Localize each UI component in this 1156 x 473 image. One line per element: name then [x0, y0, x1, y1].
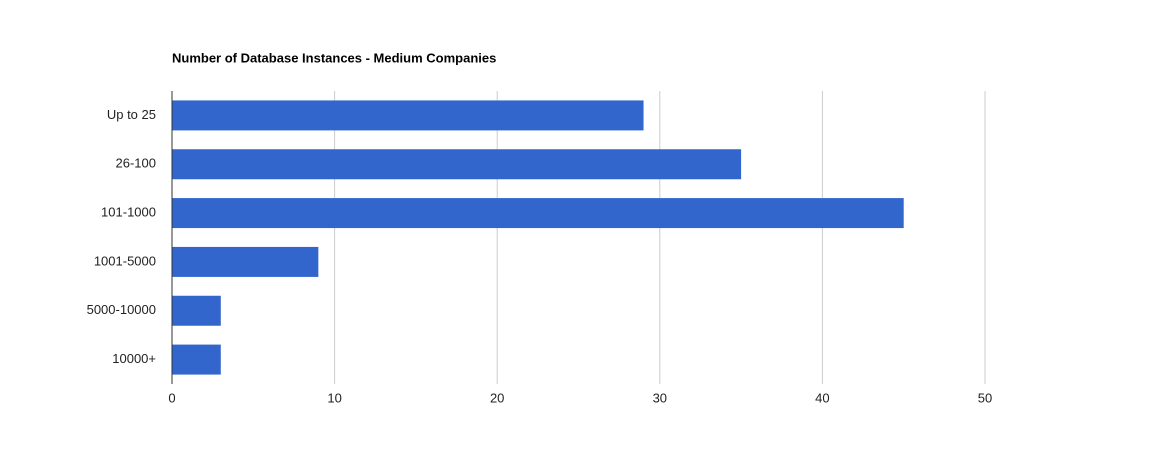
y-tick-label: 1001-5000 [94, 253, 156, 268]
bar [172, 344, 221, 375]
x-tick-label: 0 [168, 390, 175, 405]
y-tick-label: 10000+ [112, 351, 156, 366]
bar [172, 246, 319, 277]
bar [172, 149, 742, 180]
x-tick-label: 20 [490, 390, 504, 405]
x-tick-label: 50 [978, 390, 992, 405]
x-tick-label: 40 [815, 390, 829, 405]
x-tick-label: 10 [327, 390, 341, 405]
bar [172, 100, 644, 131]
bar [172, 198, 904, 229]
chart-title: Number of Database Instances - Medium Co… [172, 50, 496, 65]
y-tick-label: 101-1000 [101, 205, 156, 220]
y-tick-label: 5000-10000 [87, 302, 156, 317]
x-tick-label: 30 [653, 390, 667, 405]
bar [172, 295, 221, 326]
y-tick-label: 26-100 [116, 156, 156, 171]
y-tick-label: Up to 25 [107, 107, 156, 122]
